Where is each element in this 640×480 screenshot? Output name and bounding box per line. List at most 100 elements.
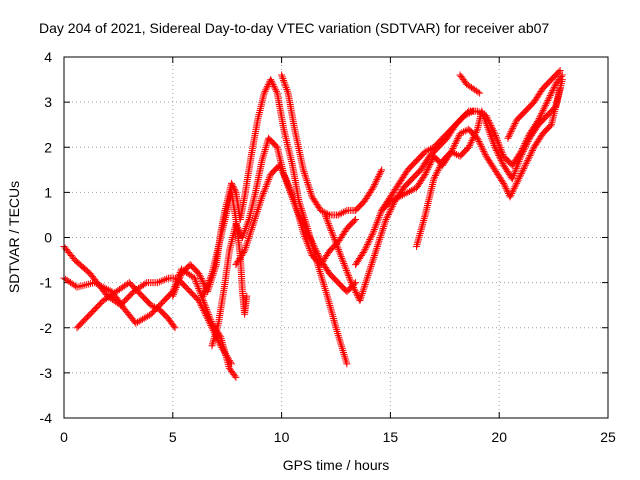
data-point bbox=[378, 228, 386, 236]
data-point bbox=[280, 76, 288, 84]
data-point bbox=[450, 141, 458, 149]
data-point bbox=[85, 280, 93, 288]
data-point bbox=[505, 131, 513, 139]
data-point bbox=[470, 132, 478, 140]
x-axis-label: GPS time / hours bbox=[283, 457, 390, 473]
data-point bbox=[525, 153, 533, 161]
data-point bbox=[259, 155, 267, 163]
data-point bbox=[528, 148, 536, 156]
data-point bbox=[259, 189, 267, 197]
data-point bbox=[278, 71, 286, 79]
data-point bbox=[359, 288, 367, 296]
data-point bbox=[413, 241, 421, 249]
data-point bbox=[161, 276, 169, 284]
data-point bbox=[248, 225, 256, 233]
series-track-12 bbox=[413, 76, 566, 251]
data-point bbox=[437, 160, 445, 168]
data-point bbox=[339, 256, 347, 264]
data-point bbox=[195, 286, 203, 294]
data-point bbox=[432, 172, 440, 180]
data-point bbox=[416, 230, 424, 238]
data-point bbox=[521, 161, 529, 169]
data-point bbox=[522, 142, 530, 150]
data-point bbox=[363, 275, 371, 283]
data-point bbox=[381, 217, 389, 225]
data-point bbox=[449, 149, 457, 157]
data-point bbox=[426, 160, 434, 168]
data-point bbox=[261, 147, 269, 155]
data-point bbox=[375, 172, 383, 180]
data-point bbox=[435, 165, 443, 173]
data-point bbox=[523, 139, 531, 147]
data-point bbox=[345, 273, 353, 281]
data-point bbox=[508, 175, 516, 183]
data-point bbox=[384, 212, 392, 220]
data-point bbox=[424, 164, 432, 172]
data-point bbox=[172, 283, 180, 291]
data-point bbox=[326, 223, 334, 231]
data-point bbox=[230, 185, 238, 193]
data-point bbox=[193, 281, 201, 289]
data-point bbox=[505, 133, 513, 141]
data-point bbox=[427, 159, 435, 167]
data-point bbox=[203, 282, 211, 290]
data-point bbox=[260, 149, 268, 157]
data-point bbox=[201, 289, 209, 297]
data-point bbox=[228, 179, 236, 187]
data-point bbox=[451, 150, 459, 158]
data-point bbox=[509, 173, 517, 181]
data-point bbox=[244, 238, 252, 246]
data-point bbox=[316, 267, 324, 275]
data-point bbox=[425, 162, 433, 170]
data-point bbox=[475, 138, 483, 146]
data-point bbox=[372, 222, 380, 230]
data-point bbox=[492, 131, 500, 139]
data-point bbox=[498, 158, 506, 166]
data-point bbox=[504, 134, 512, 142]
data-point bbox=[331, 320, 339, 328]
data-point bbox=[335, 246, 343, 254]
data-point bbox=[341, 261, 349, 269]
data-point bbox=[249, 222, 257, 230]
data-point bbox=[239, 232, 247, 240]
data-point bbox=[379, 224, 387, 232]
data-point bbox=[334, 331, 342, 339]
series-track-9 bbox=[321, 107, 477, 305]
data-point bbox=[196, 273, 204, 281]
data-point bbox=[423, 167, 431, 175]
data-point bbox=[231, 372, 239, 380]
data-point bbox=[522, 141, 530, 149]
data-point bbox=[328, 230, 336, 238]
data-point bbox=[207, 318, 215, 326]
data-point bbox=[350, 284, 358, 292]
data-point bbox=[278, 166, 286, 174]
data-point bbox=[397, 192, 405, 200]
data-point bbox=[452, 138, 460, 146]
data-point bbox=[477, 142, 485, 150]
data-point bbox=[509, 188, 517, 196]
data-point bbox=[493, 135, 501, 143]
data-point bbox=[241, 247, 249, 255]
data-point bbox=[303, 238, 311, 246]
data-point bbox=[275, 161, 283, 169]
data-point bbox=[525, 136, 533, 144]
data-point bbox=[454, 133, 462, 141]
data-point bbox=[370, 182, 378, 190]
data-point bbox=[285, 182, 293, 190]
data-point bbox=[315, 266, 323, 274]
data-point bbox=[280, 170, 288, 178]
data-point bbox=[92, 280, 100, 288]
data-point bbox=[232, 373, 240, 381]
data-point bbox=[509, 124, 517, 132]
data-point bbox=[479, 146, 487, 154]
data-point bbox=[271, 84, 279, 92]
data-point bbox=[262, 86, 270, 94]
data-point bbox=[329, 313, 337, 321]
data-point bbox=[339, 258, 347, 266]
data-point bbox=[331, 237, 339, 245]
data-point bbox=[471, 130, 479, 138]
data-point bbox=[322, 286, 330, 294]
data-point bbox=[378, 166, 386, 174]
data-point bbox=[329, 232, 337, 240]
data-point bbox=[259, 191, 267, 199]
